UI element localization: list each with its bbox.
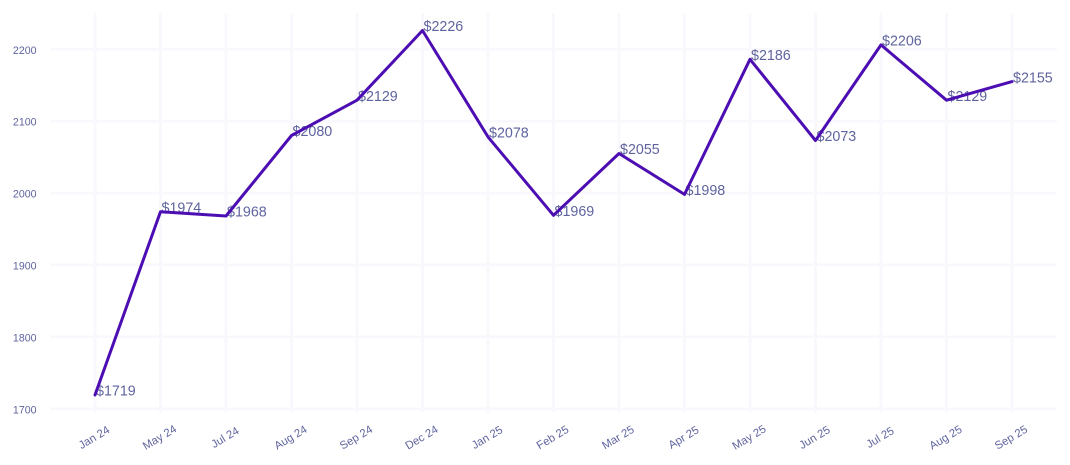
svg-text:$2206: $2206 bbox=[882, 34, 922, 50]
svg-text:Dec 24: Dec 24 bbox=[404, 424, 441, 453]
svg-text:Aug 24: Aug 24 bbox=[273, 424, 310, 453]
svg-text:$1969: $1969 bbox=[555, 204, 595, 220]
svg-text:$1998: $1998 bbox=[686, 183, 726, 199]
svg-text:$1968: $1968 bbox=[227, 205, 267, 221]
svg-text:Jan 24: Jan 24 bbox=[77, 424, 112, 452]
svg-text:Mar 25: Mar 25 bbox=[600, 424, 636, 452]
svg-text:$2226: $2226 bbox=[424, 19, 464, 35]
svg-text:May 25: May 25 bbox=[730, 423, 768, 452]
svg-text:2200: 2200 bbox=[13, 45, 37, 57]
svg-text:Jul 24: Jul 24 bbox=[209, 425, 241, 451]
svg-text:1700: 1700 bbox=[13, 404, 37, 416]
svg-text:Aug 25: Aug 25 bbox=[928, 424, 965, 453]
svg-text:Jun 25: Jun 25 bbox=[797, 424, 832, 452]
svg-text:Sep 25: Sep 25 bbox=[993, 424, 1030, 453]
svg-text:1900: 1900 bbox=[13, 261, 37, 273]
svg-text:Sep 24: Sep 24 bbox=[338, 424, 375, 453]
svg-text:Jan 25: Jan 25 bbox=[470, 424, 505, 452]
svg-text:$2155: $2155 bbox=[1013, 70, 1053, 86]
svg-text:$2186: $2186 bbox=[751, 48, 791, 64]
svg-text:2100: 2100 bbox=[13, 117, 37, 129]
svg-text:1800: 1800 bbox=[13, 332, 37, 344]
svg-text:$2078: $2078 bbox=[489, 126, 529, 142]
svg-text:May 24: May 24 bbox=[141, 423, 179, 452]
svg-text:$2129: $2129 bbox=[358, 89, 398, 105]
svg-text:$1719: $1719 bbox=[96, 384, 136, 400]
svg-text:2000: 2000 bbox=[13, 189, 37, 201]
svg-text:Jul 25: Jul 25 bbox=[864, 425, 896, 451]
svg-text:$2055: $2055 bbox=[620, 142, 660, 158]
svg-text:$2073: $2073 bbox=[817, 129, 857, 145]
svg-text:Apr 25: Apr 25 bbox=[667, 424, 702, 451]
svg-text:Feb 25: Feb 25 bbox=[535, 424, 571, 452]
